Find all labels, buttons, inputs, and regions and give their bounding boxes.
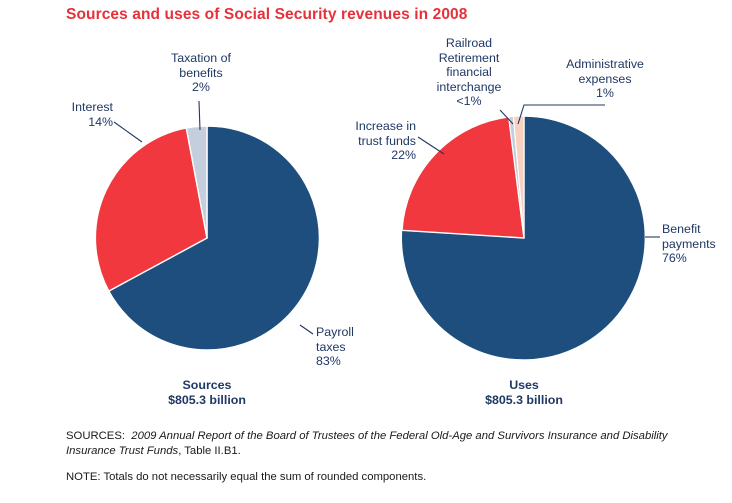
slice-interest <box>94 127 208 293</box>
slice-taxation-of-benefits <box>185 125 208 239</box>
sources-table-ref: , Table II.B1. <box>178 445 241 458</box>
label-benefit-payments: Benefit payments 76% <box>662 222 716 266</box>
leader-line-administrative-expenses <box>517 104 605 125</box>
caption-uses-title: Uses <box>509 378 539 392</box>
slice-payroll-taxes <box>107 125 321 351</box>
pie-sources <box>94 100 321 351</box>
caption-uses-value: $805.3 billion <box>485 393 563 407</box>
pie-uses <box>400 104 660 361</box>
label-payroll-taxes: Payroll taxes 83% <box>316 325 354 369</box>
footnotes: SOURCES: 2009 Annual Report of the Board… <box>66 429 691 486</box>
sources-line: SOURCES: 2009 Annual Report of the Board… <box>66 429 691 459</box>
note-line: NOTE: Totals do not necessarily equal th… <box>66 471 427 484</box>
label-interest: Interest 14% <box>71 100 113 129</box>
slice-railroad-retirement-financial-interchange <box>508 115 525 239</box>
slice-increase-in-trust-funds <box>401 116 525 239</box>
slice-administrative-expenses <box>512 115 525 239</box>
leader-line-railroad-retirement <box>499 109 514 125</box>
caption-sources-title: Sources <box>182 378 232 392</box>
label-taxation-of-benefits: Taxation of benefits 2% <box>171 51 231 95</box>
page-title: Sources and uses of Social Security reve… <box>66 6 468 23</box>
label-increase-in-trust-funds: Increase in trust funds 22% <box>355 119 416 163</box>
leader-line-interest <box>113 121 143 143</box>
label-administrative-expenses: Administrative expenses 1% <box>566 57 644 101</box>
sources-label: SOURCES: <box>66 430 126 442</box>
sources-citation: 2009 Annual Report of the Board of Trust… <box>66 430 668 458</box>
leader-line-payroll-taxes <box>299 324 314 335</box>
leader-line-increase-in-trust-funds <box>417 136 445 155</box>
slice-benefit-payments <box>400 115 647 361</box>
leader-line-taxation-of-benefits <box>198 100 201 131</box>
caption-sources-value: $805.3 billion <box>168 393 246 407</box>
label-railroad-retirement-financial-interchange: Railroad Retirement financial interchang… <box>436 36 502 109</box>
